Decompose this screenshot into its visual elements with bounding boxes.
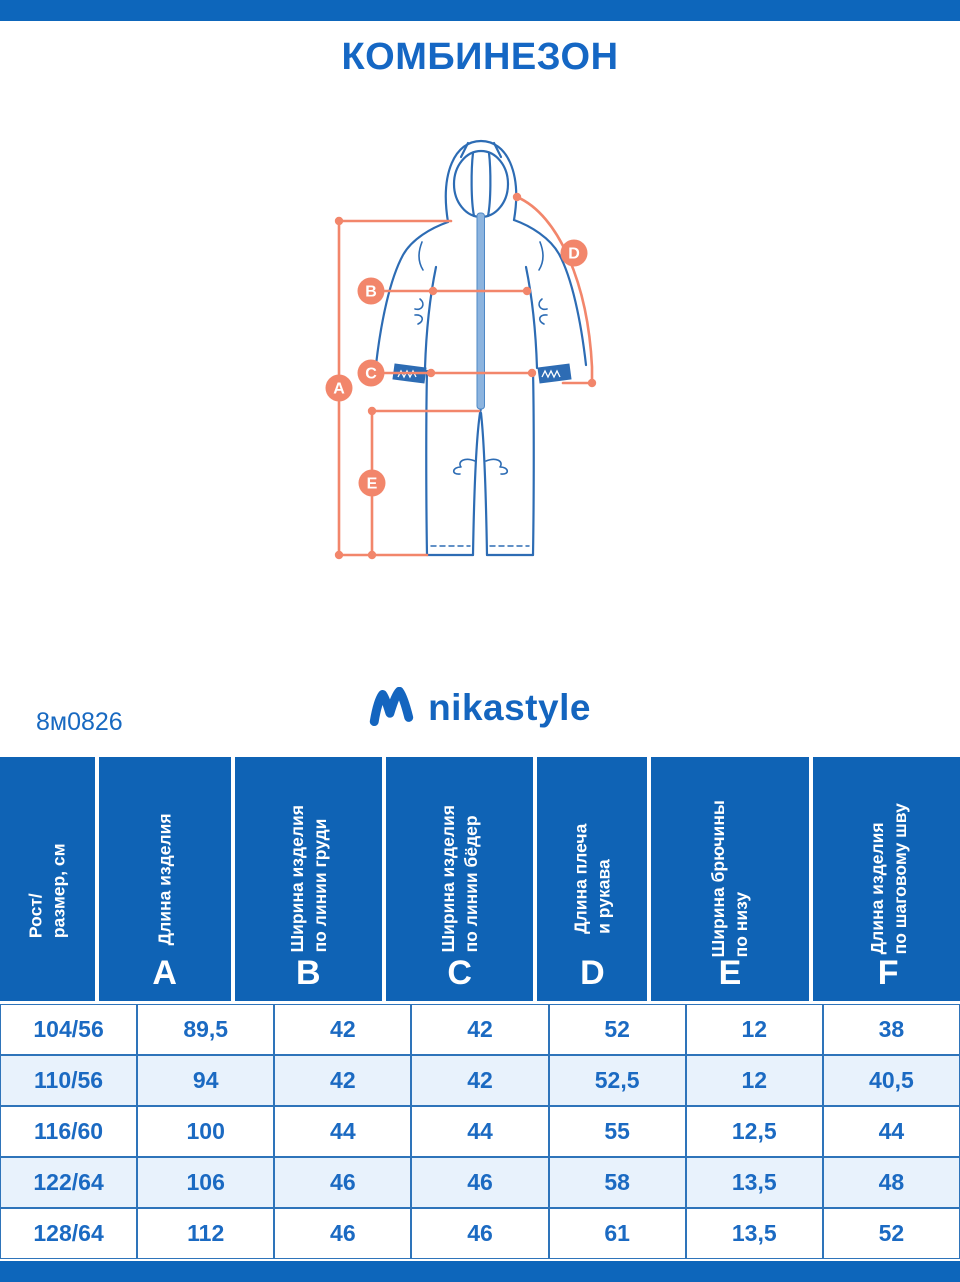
table-cell: 46 <box>274 1157 412 1208</box>
table-cell: 42 <box>411 1004 549 1055</box>
column-header-F: Длина изделия по шаговому шву F <box>812 757 960 1001</box>
column-header-line: по линии бёдер <box>460 815 481 953</box>
measure-label-c: C <box>357 359 385 387</box>
column-header-text: Ширина брючины по низу <box>707 800 753 957</box>
column-letter: C <box>447 954 472 992</box>
column-header-line: и рукава <box>593 859 614 935</box>
table-cell: 42 <box>274 1004 412 1055</box>
table-cell: 52,5 <box>548 1055 686 1106</box>
svg-text:E: E <box>367 476 378 493</box>
column-header-text: Длина изделия <box>153 813 176 945</box>
row-size-label: 122/64 <box>0 1157 138 1208</box>
measurement-dots <box>334 192 597 560</box>
column-header-C: Ширина изделия по линии бёдер C <box>385 757 534 1001</box>
garment-outline <box>374 139 588 557</box>
column-letter: F <box>877 954 899 992</box>
column-header-line: Длина изделия <box>154 813 175 945</box>
table-cell: 46 <box>411 1208 549 1259</box>
table-cell: 40,5 <box>822 1055 960 1106</box>
column-letter: D <box>580 954 605 992</box>
table-cell: 12,5 <box>685 1106 823 1157</box>
table-cell: 44 <box>411 1106 549 1157</box>
svg-text:B: B <box>365 284 377 301</box>
row-size-label: 110/56 <box>0 1055 138 1106</box>
row-size-label: 104/56 <box>0 1004 138 1055</box>
column-header-A: Длина изделия A <box>98 757 231 1001</box>
column-header-line: Длина изделия <box>866 822 887 955</box>
column-header-line: Ширина изделия <box>286 805 307 953</box>
column-header-line: по низу <box>731 892 752 958</box>
table-cell: 44 <box>822 1106 960 1157</box>
column-header-text: Длина плеча и рукава <box>570 824 616 934</box>
table-cell: 42 <box>411 1055 549 1106</box>
coverall-measurement-diagram: A B C D E <box>325 139 597 560</box>
table-cell: 58 <box>548 1157 686 1208</box>
table-cell: 46 <box>411 1157 549 1208</box>
column-header-line: Длина плеча <box>570 823 591 935</box>
svg-text:A: A <box>333 381 345 398</box>
column-header-line: Ширина брючины <box>708 800 729 958</box>
measure-label-e: E <box>358 469 386 497</box>
table-cell: 52 <box>822 1208 960 1259</box>
zipper <box>476 212 485 410</box>
measure-label-b: B <box>357 277 385 305</box>
column-header-line: Ширина изделия <box>437 805 458 953</box>
column-letter: E <box>718 954 742 992</box>
column-header-text: Рост/размер, см <box>25 844 71 939</box>
row-size-label: 128/64 <box>0 1208 138 1259</box>
table-cell: 42 <box>274 1055 412 1106</box>
column-header-E: Ширина брючины по низу E <box>651 757 809 1001</box>
nikastyle-logo-icon <box>369 687 414 727</box>
size-table: Рост/размер, см Длина изделия A Ширина изде… <box>0 757 960 1282</box>
column-header-line: размер, см <box>48 843 69 939</box>
column-header-B: Ширина изделия по линии груди B <box>234 757 382 1001</box>
table-cell: 112 <box>137 1208 275 1259</box>
measure-line-D <box>515 195 594 385</box>
page-title: КОМБИНЕЗОН <box>341 36 619 78</box>
table-cell: 52 <box>548 1004 686 1055</box>
top-accent-bar <box>0 0 960 21</box>
table-cell: 13,5 <box>685 1157 823 1208</box>
table-cell: 61 <box>548 1208 686 1259</box>
table-cell: 48 <box>822 1157 960 1208</box>
size-table-body: 104/56 89,5 42 42 52 12 38 110/56 94 42 42 52,5 12 40… <box>0 1004 960 1259</box>
table-cell: 46 <box>274 1208 412 1259</box>
column-header-line: по линии груди <box>309 818 330 953</box>
svg-text:C: C <box>365 366 377 383</box>
column-header-text: Ширина изделия по линии бёдер <box>437 805 483 952</box>
column-letter: B <box>295 954 321 992</box>
table-cell: 12 <box>685 1055 823 1106</box>
column-header-D: Длина плеча и рукава D <box>537 757 648 1001</box>
size-table-header: Рост/размер, см Длина изделия A Ширина изде… <box>0 757 960 1001</box>
column-header-text: Длина изделия по шаговому шву <box>865 803 911 954</box>
brand-logo-text: nikastyle <box>428 687 591 728</box>
table-cell: 55 <box>548 1106 686 1157</box>
svg-text:D: D <box>568 246 580 263</box>
table-cell: 13,5 <box>685 1208 823 1259</box>
brand-logo: nikastyle <box>0 683 960 733</box>
product-code: 8м0826 <box>36 708 123 736</box>
table-cell: 100 <box>137 1106 275 1157</box>
column-letter: A <box>152 954 177 992</box>
table-cell: 94 <box>137 1055 275 1106</box>
measure-label-badges: A B C D E <box>325 239 588 497</box>
measure-label-d: D <box>560 239 588 267</box>
bottom-accent-bar <box>0 1261 960 1282</box>
row-size-label: 116/60 <box>0 1106 138 1157</box>
column-header-text: Ширина изделия по линии груди <box>286 805 332 952</box>
hood-opening <box>452 149 510 219</box>
column-header-line: по шаговому шву <box>889 803 910 955</box>
table-cell: 106 <box>137 1157 275 1208</box>
column-header-line: Рост/ <box>25 893 46 939</box>
table-cell: 44 <box>274 1106 412 1157</box>
measure-label-a: A <box>325 374 353 402</box>
table-cell: 12 <box>685 1004 823 1055</box>
table-cell: 38 <box>822 1004 960 1055</box>
column-header-size: Рост/размер, см <box>0 757 95 1001</box>
table-cell: 89,5 <box>137 1004 275 1055</box>
